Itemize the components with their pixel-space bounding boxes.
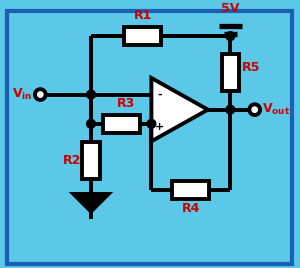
- Text: $\bf{V_{out}}$: $\bf{V_{out}}$: [262, 102, 290, 117]
- Text: $\bf{V_{in}}$: $\bf{V_{in}}$: [12, 87, 32, 102]
- Text: R1: R1: [134, 9, 152, 23]
- Text: R5: R5: [242, 61, 260, 75]
- Text: R4: R4: [182, 202, 200, 215]
- Circle shape: [147, 119, 156, 128]
- Circle shape: [249, 104, 260, 115]
- Text: +: +: [154, 122, 164, 132]
- Text: -: -: [157, 90, 161, 99]
- Text: 5V: 5V: [221, 2, 239, 15]
- Bar: [172, 181, 209, 199]
- Circle shape: [35, 89, 46, 100]
- Bar: [82, 142, 100, 179]
- Circle shape: [226, 32, 235, 40]
- Bar: [124, 27, 161, 45]
- Text: R3: R3: [117, 97, 135, 110]
- Bar: [222, 54, 239, 91]
- Polygon shape: [74, 194, 109, 211]
- Circle shape: [226, 105, 235, 114]
- Circle shape: [87, 90, 95, 99]
- Text: R2: R2: [63, 154, 81, 167]
- Bar: [103, 115, 140, 133]
- Polygon shape: [152, 78, 208, 141]
- Circle shape: [87, 119, 95, 128]
